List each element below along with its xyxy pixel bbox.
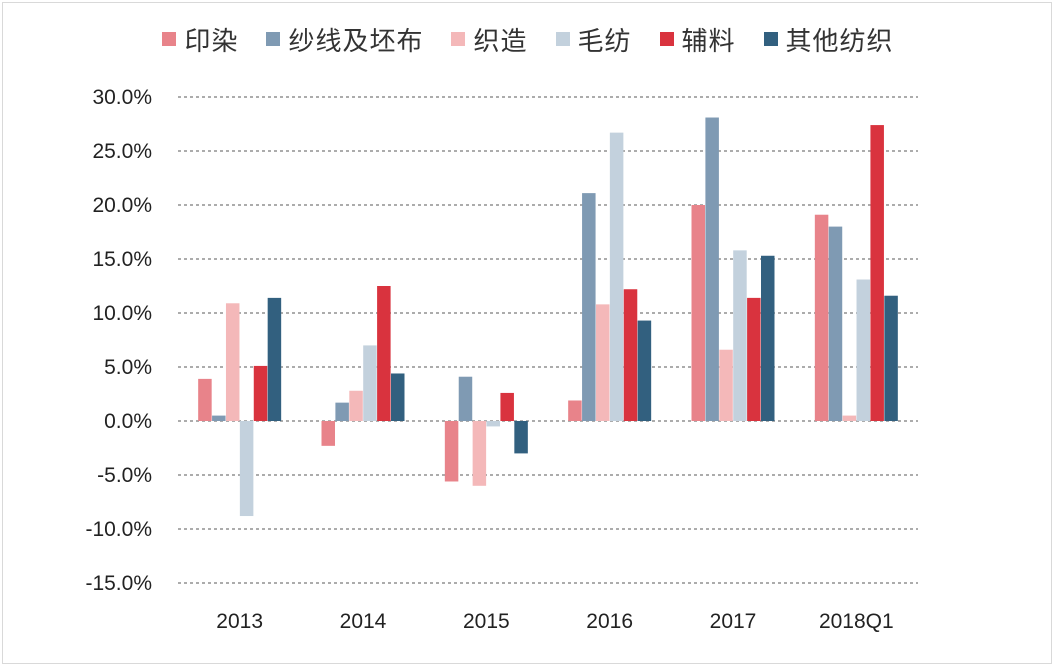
- x-category-label: 2015: [463, 610, 510, 633]
- x-category-label: 2014: [340, 610, 387, 633]
- legend-item: 辅料: [659, 21, 736, 58]
- bar: [377, 286, 391, 421]
- legend-swatch: [162, 32, 177, 46]
- bar: [321, 421, 335, 446]
- bar: [761, 255, 775, 421]
- y-tick-label: -5.0%: [97, 464, 152, 487]
- y-tick-label: 20.0%: [92, 194, 152, 217]
- bar: [691, 205, 705, 421]
- bar: [828, 226, 843, 421]
- bar: [595, 304, 610, 421]
- y-tick-label: 5.0%: [104, 356, 152, 379]
- bar: [856, 279, 871, 421]
- bar: [814, 214, 829, 421]
- y-tick-label: 0.0%: [104, 410, 152, 433]
- y-tick-label: 15.0%: [92, 248, 152, 271]
- legend-swatch: [555, 32, 570, 46]
- legend-swatch: [451, 32, 466, 46]
- x-category-label: 2016: [586, 610, 633, 633]
- legend-item: 毛纺: [555, 21, 632, 58]
- bar: [842, 415, 857, 421]
- bar: [363, 345, 377, 421]
- x-category-label: 2017: [710, 610, 757, 633]
- bar: [444, 421, 459, 482]
- y-tick-label: -10.0%: [85, 518, 152, 541]
- legend-label: 织造: [473, 26, 528, 57]
- bar: [733, 250, 747, 421]
- bar: [870, 125, 884, 421]
- x-category-label: 2018Q1: [819, 610, 894, 633]
- x-category-label: 2013: [216, 610, 263, 633]
- bar: [212, 415, 226, 421]
- bar: [623, 289, 638, 421]
- legend-swatch: [659, 32, 674, 46]
- legend-swatch: [266, 32, 281, 46]
- y-tick-label: -15.0%: [85, 572, 152, 595]
- legend-label: 纱线及坯布: [288, 26, 424, 57]
- legend-item: 纱线及坯布: [266, 21, 423, 58]
- legend-item: 其他纺织: [763, 21, 894, 58]
- legend-item: 印染: [162, 21, 238, 58]
- legend-label: 毛纺: [577, 26, 632, 57]
- bar: [884, 295, 898, 421]
- y-tick-label: 30.0%: [92, 86, 152, 109]
- bar: [747, 297, 761, 421]
- bar: [225, 303, 240, 421]
- bar: [267, 297, 282, 421]
- bar: [458, 376, 473, 421]
- bar: [335, 402, 349, 421]
- bar: [582, 193, 596, 421]
- y-tick-label: 10.0%: [92, 302, 152, 325]
- legend-label: 印染: [184, 26, 239, 57]
- bar: [609, 132, 624, 421]
- bar: [239, 421, 254, 517]
- legend-label: 其他纺织: [785, 26, 894, 57]
- bar: [198, 378, 212, 421]
- legend-swatch: [763, 32, 778, 46]
- bar: [253, 365, 268, 421]
- bar: [349, 390, 363, 421]
- chart-legend: 印染 纱线及坯布 织造 毛纺 辅料 其他纺织: [0, 21, 1056, 58]
- bar: [486, 421, 501, 427]
- bar: [637, 320, 652, 421]
- bar: [568, 400, 582, 421]
- bar: [472, 421, 487, 486]
- legend-label: 辅料: [681, 26, 736, 57]
- y-tick-label: 25.0%: [92, 140, 152, 163]
- bar: [719, 349, 733, 421]
- bar: [514, 421, 528, 454]
- legend-item: 织造: [451, 21, 527, 58]
- bar: [500, 392, 514, 421]
- bar: [705, 117, 719, 422]
- bar: [391, 373, 405, 421]
